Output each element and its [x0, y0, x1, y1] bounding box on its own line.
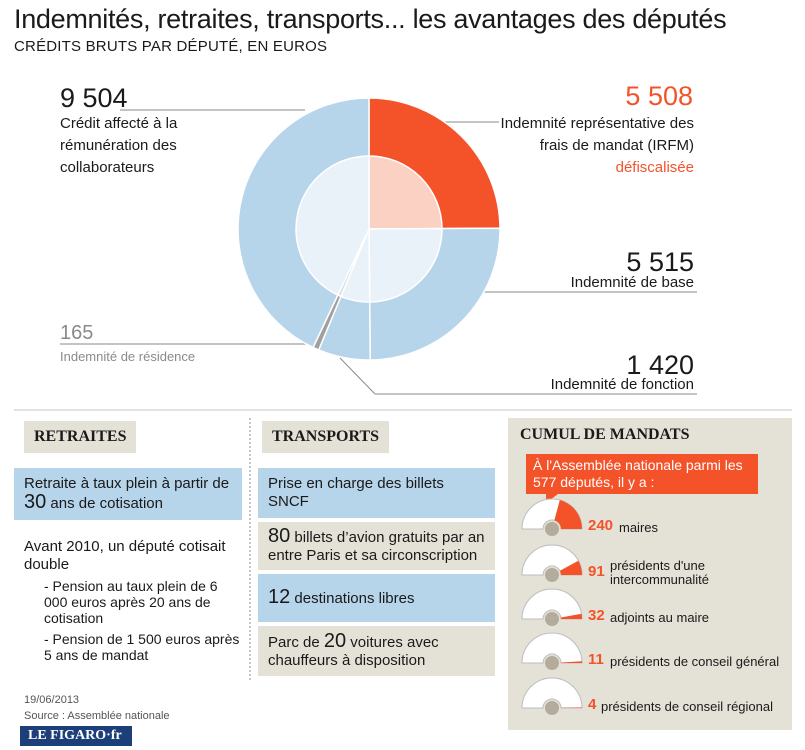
figaro-logo: LE FIGARO·fr — [20, 726, 132, 746]
gauge-fill — [560, 707, 583, 708]
cumul-number: 4 — [588, 696, 597, 713]
residence-value: 165 — [60, 322, 94, 344]
cumul-number: 11 — [588, 651, 604, 668]
gauge-track — [521, 632, 583, 664]
gauge-fill — [554, 500, 582, 529]
base-label: Indemnité de base — [570, 274, 694, 291]
transports-box3-text: destinations libres — [290, 590, 415, 607]
footer-date: 19/06/2013 — [24, 694, 80, 706]
transports-box2-num: 80 — [268, 525, 291, 547]
retraites-item-2: - Pension de 1 500 euros après 5 ans de … — [44, 631, 240, 663]
footer-source: Source : Assemblée nationale — [24, 710, 170, 722]
fonction-value: 1 420 — [626, 350, 694, 380]
fonction-label: Indemnité de fonction — [550, 376, 694, 393]
pie-inner-slice — [295, 155, 370, 297]
transports-box1-text: Prise en charge des billets SNCF — [268, 475, 444, 510]
pie-inner-slice — [368, 227, 443, 303]
base-value: 5 515 — [626, 247, 694, 277]
retraites-box1-post: ans de cotisation — [46, 495, 163, 512]
retraites-box1-num: 30 — [24, 491, 47, 513]
irfm-text: Indemnité représentative des frais de ma… — [500, 115, 694, 154]
irfm-highlight: défiscalisée — [615, 159, 694, 176]
donut-chart — [60, 97, 697, 395]
collab-label: Crédit affecté à la rémunération des col… — [60, 115, 178, 176]
irfm-label: Indemnité représentative des frais de ma… — [494, 113, 694, 179]
gauge-fill — [560, 613, 582, 619]
gauge-hub — [545, 656, 559, 670]
gauge-hub — [545, 612, 559, 626]
gauge-track — [521, 588, 583, 620]
gauge-track — [521, 677, 583, 709]
gauge-hub — [545, 522, 559, 536]
transports-box-voitures: Parc de 20 voitures avec chauffeurs à di… — [258, 626, 495, 676]
gauge-fill — [559, 560, 583, 575]
transports-box-sncf: Prise en charge des billets SNCF — [258, 468, 495, 518]
transports-box-destinations: 12 destinations libres — [258, 574, 495, 622]
retraites-avant: Avant 2010, un député cotisait double — [24, 538, 226, 573]
irfm-value: 5 508 — [625, 81, 693, 111]
retraites-item-1: - Pension au taux plein de 6 000 euros a… — [44, 578, 218, 626]
residence-label: Indemnité de résidence — [60, 349, 196, 364]
transports-box-avion: 80 billets d’avion gratuits par an entre… — [258, 522, 495, 570]
cumul-number: 91 — [588, 563, 605, 580]
retraites-heading: RETRAITES — [24, 421, 137, 453]
transports-heading: TRANSPORTS — [262, 421, 390, 453]
cumul-label: présidents de conseil général — [610, 654, 780, 669]
page-title: Indemnités, retraites, transports... les… — [14, 4, 727, 34]
retraites-box1-pre: Retraite à taux plein à partir de — [24, 475, 230, 492]
transports-box4-post: voitures avec chauffeurs à disposition — [268, 634, 439, 669]
cumul-label: adjoints au maire — [610, 610, 709, 625]
cumul-number: 240 — [588, 517, 614, 534]
retraites-box-taux-plein: Retraite à taux plein à partir de 30 ans… — [14, 468, 242, 520]
cumul-label: présidents d'une intercommunalité — [610, 558, 709, 587]
gauge-hub — [545, 568, 559, 582]
cumul-callout: À l'Assemblée nationale parmi les 577 dé… — [526, 454, 758, 494]
cumul-label: présidents de conseil régional — [601, 699, 773, 714]
collab-value: 9 504 — [60, 83, 128, 113]
transports-box4-num: 20 — [323, 630, 347, 652]
column-divider — [249, 418, 251, 680]
gauge-fill — [560, 661, 582, 663]
cumul-number: 32 — [588, 607, 605, 624]
divider — [14, 409, 792, 411]
leader-line — [339, 357, 376, 395]
page-subtitle: CRÉDITS BRUTS PAR DÉPUTÉ, EN EUROS — [14, 38, 328, 55]
transports-box3-num: 12 — [268, 586, 291, 608]
transports-box2-text: billets d’avion gratuits par an entre Pa… — [268, 529, 485, 564]
transports-box4-pre: Parc de — [268, 634, 324, 651]
cumul-heading: CUMUL DE MANDATS — [520, 426, 690, 443]
cumul-label: maires — [619, 520, 659, 535]
pie-inner-slice — [368, 155, 443, 230]
gauge-hub — [545, 701, 559, 715]
